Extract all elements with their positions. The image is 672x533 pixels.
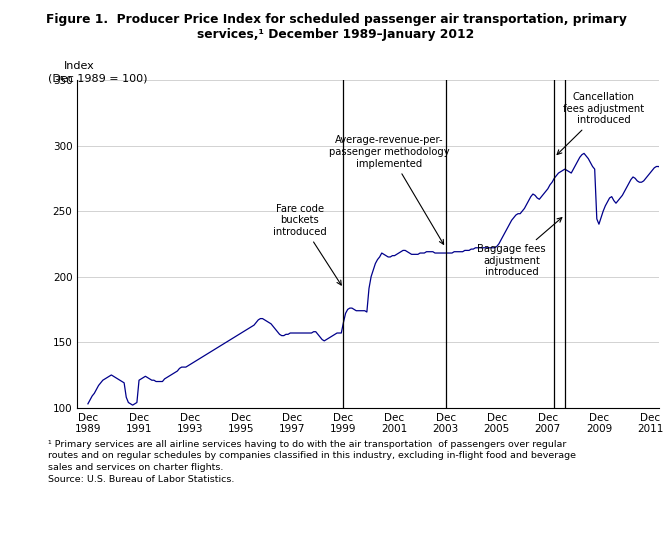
Text: Baggage fees
adjustment
introduced: Baggage fees adjustment introduced (477, 217, 562, 278)
Text: Index: Index (64, 61, 95, 71)
Text: (Dec 1989 = 100): (Dec 1989 = 100) (48, 74, 148, 84)
Text: services,¹ December 1989–January 2012: services,¹ December 1989–January 2012 (198, 28, 474, 41)
Text: routes and on regular schedules by companies classified in this industry, exclud: routes and on regular schedules by compa… (48, 451, 577, 461)
Text: Average-revenue-per-
passenger methodology
implemented: Average-revenue-per- passenger methodolo… (329, 135, 450, 244)
Text: Fare code
buckets
introduced: Fare code buckets introduced (273, 204, 341, 285)
Text: Cancellation
fees adjustment
introduced: Cancellation fees adjustment introduced (557, 92, 644, 155)
Text: ¹ Primary services are all airline services having to do with the air transporta: ¹ Primary services are all airline servi… (48, 440, 566, 449)
Text: Source: U.S. Bureau of Labor Statistics.: Source: U.S. Bureau of Labor Statistics. (48, 475, 235, 484)
Text: Figure 1.  Producer Price Index for scheduled passenger air transportation, prim: Figure 1. Producer Price Index for sched… (46, 13, 626, 26)
Text: sales and services on charter flights.: sales and services on charter flights. (48, 463, 224, 472)
